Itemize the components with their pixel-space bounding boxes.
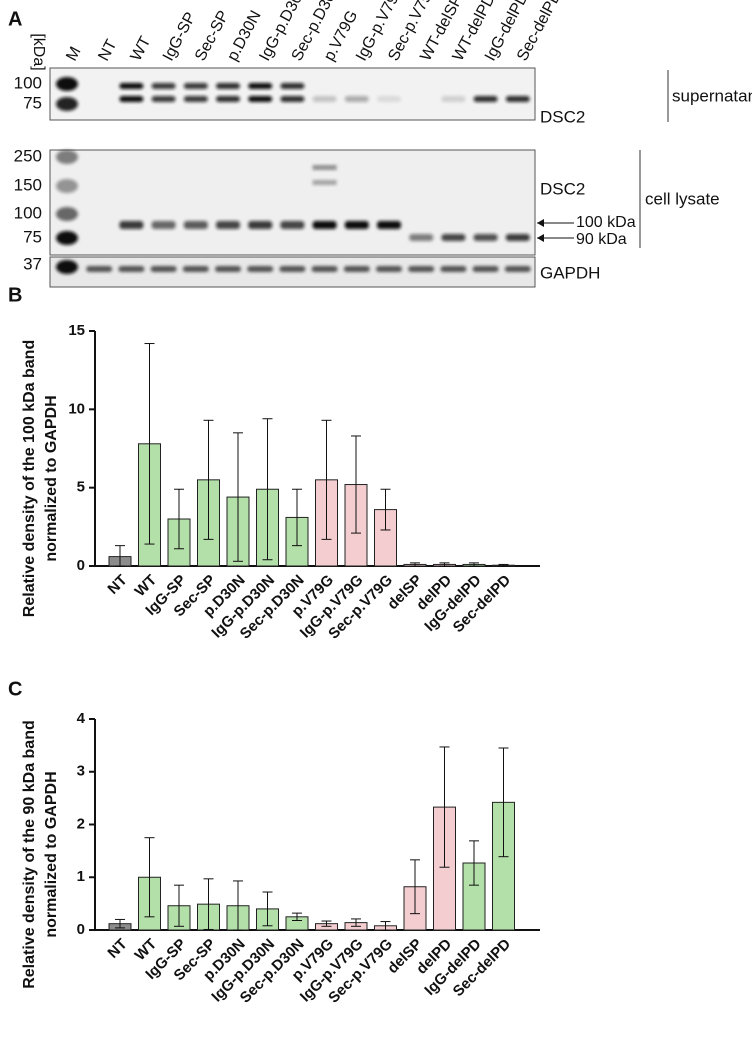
y-tick-label: 10 xyxy=(68,400,85,417)
y-axis-label: normalized to GAPDH xyxy=(43,771,60,937)
band xyxy=(56,231,78,245)
y-tick-label: 1 xyxy=(77,868,85,885)
band xyxy=(311,266,338,272)
band xyxy=(344,221,369,229)
band xyxy=(150,266,177,272)
arrowhead xyxy=(537,219,544,227)
marker-label: 250 xyxy=(14,146,42,165)
band xyxy=(440,266,467,272)
fraction-label: supernatant xyxy=(672,86,752,105)
band xyxy=(409,234,434,241)
y-tick-label: 4 xyxy=(77,710,86,727)
band xyxy=(216,221,240,229)
y-tick-label: 0 xyxy=(77,921,85,938)
kda-label: [kDa] xyxy=(30,33,47,70)
panel-label: B xyxy=(8,284,22,306)
band xyxy=(248,221,273,229)
band xyxy=(216,83,240,89)
band xyxy=(505,96,530,102)
panel-label: A xyxy=(8,8,22,30)
band xyxy=(215,266,241,272)
band xyxy=(182,266,209,272)
band-label: 100 kDa xyxy=(576,214,636,231)
marker-label: 37 xyxy=(23,254,42,273)
band xyxy=(312,221,337,229)
y-tick-label: 0 xyxy=(77,557,85,574)
y-tick-label: 3 xyxy=(77,763,85,780)
marker-label: 100 xyxy=(14,73,42,92)
y-axis-label: normalized to GAPDH xyxy=(43,395,60,561)
band xyxy=(86,266,113,272)
band xyxy=(119,221,144,229)
band xyxy=(248,83,273,89)
fraction-label: cell lysate xyxy=(645,189,720,208)
band xyxy=(56,150,78,164)
band xyxy=(441,234,466,241)
band-label: 90 kDa xyxy=(576,231,627,248)
y-axis-label: Relative density of the 90 kDa band xyxy=(21,720,38,989)
band xyxy=(118,266,145,272)
band xyxy=(56,207,78,221)
band xyxy=(119,83,144,89)
band xyxy=(279,266,306,272)
band xyxy=(473,234,498,241)
band xyxy=(183,96,208,102)
band xyxy=(505,234,530,241)
panel-label: C xyxy=(8,678,22,700)
y-tick-label: 15 xyxy=(68,322,85,339)
band xyxy=(56,97,78,111)
band xyxy=(248,96,273,102)
band xyxy=(376,266,402,272)
blot-supernatant xyxy=(49,67,536,121)
marker-label: 100 xyxy=(14,203,42,222)
band xyxy=(151,221,176,229)
band xyxy=(312,165,337,170)
marker-label: 75 xyxy=(23,227,42,246)
band xyxy=(247,266,274,272)
band xyxy=(312,180,337,185)
protein-label: DSC2 xyxy=(540,107,585,126)
protein-label: DSC2 xyxy=(540,179,585,198)
band xyxy=(119,96,144,102)
band xyxy=(151,96,176,102)
band xyxy=(151,83,176,89)
y-tick-label: 5 xyxy=(77,479,85,496)
band xyxy=(441,96,466,102)
band xyxy=(280,221,305,229)
arrowhead xyxy=(537,234,544,242)
band xyxy=(216,96,240,102)
band xyxy=(377,96,401,102)
y-axis-label: Relative density of the 100 kDa band xyxy=(21,340,38,617)
band xyxy=(280,96,305,102)
band xyxy=(344,96,369,102)
band xyxy=(56,179,78,193)
marker-label: 75 xyxy=(23,93,42,112)
band xyxy=(312,96,337,102)
band xyxy=(473,96,498,102)
band xyxy=(343,266,370,272)
band xyxy=(183,221,208,229)
band xyxy=(377,221,401,229)
y-tick-label: 2 xyxy=(77,815,85,832)
protein-label: GAPDH xyxy=(540,263,600,282)
band xyxy=(280,83,305,89)
band xyxy=(56,77,78,91)
band xyxy=(408,266,435,272)
band xyxy=(504,266,531,272)
band xyxy=(56,260,78,274)
marker-label: 150 xyxy=(14,175,42,194)
band xyxy=(472,266,499,272)
band xyxy=(183,83,208,89)
